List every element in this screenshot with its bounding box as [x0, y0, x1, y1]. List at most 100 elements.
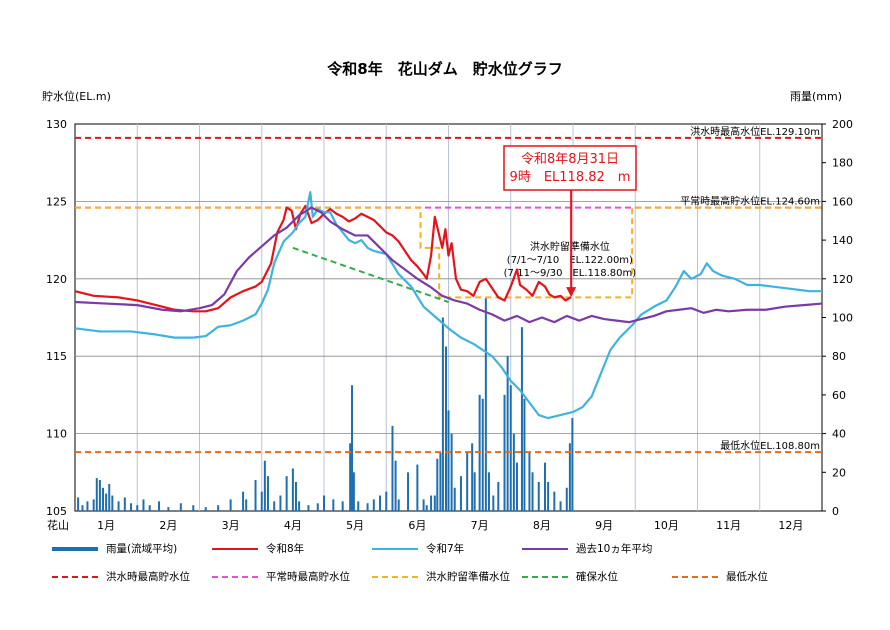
rain-bar: [425, 505, 428, 511]
rain-bar: [523, 398, 526, 511]
month-label: 9月: [595, 519, 613, 532]
rain-bar: [285, 476, 288, 511]
rain-bar: [323, 495, 325, 511]
rain-bar: [565, 487, 568, 511]
rain-bar: [229, 499, 232, 511]
right-tick-label: 0: [832, 505, 839, 518]
rain-bar: [445, 346, 448, 511]
series-line-r7: [74, 191, 822, 420]
legend-swatch: [52, 546, 98, 551]
legend-swatch: [522, 547, 568, 550]
rain-bar: [515, 462, 518, 511]
rain-bar: [385, 491, 388, 511]
annotation-text: 令和8年8月31日: [521, 152, 619, 167]
rain-bar: [123, 497, 126, 511]
right-tick-label: 140: [832, 234, 853, 247]
rain-bar: [98, 480, 101, 511]
rain-bar: [439, 452, 442, 511]
left-axis-title: 貯水位(EL.m): [42, 90, 111, 103]
rain-bar: [263, 460, 266, 511]
rain-bar: [192, 505, 195, 511]
legend-swatch: [212, 547, 258, 550]
right-tick-label: 160: [832, 195, 853, 208]
left-tick-label: 110: [46, 428, 67, 441]
legend-label: 確保水位: [576, 571, 618, 583]
rain-bar: [254, 480, 257, 511]
flood-prep-label: (7/11～9/30 EL.118.80m): [504, 268, 637, 279]
rain-bar: [291, 468, 294, 511]
rain-bar: [332, 499, 335, 511]
legend-label: 雨量(流域平均): [106, 543, 178, 555]
legend-label: 平常時最高貯水位: [266, 571, 350, 583]
rain-bar: [394, 460, 397, 511]
rain-bar: [102, 487, 105, 511]
month-label: 6月: [408, 519, 426, 532]
legend-label: 令和8年: [266, 543, 305, 555]
series-line-r8: [74, 204, 572, 313]
legend-swatch: [372, 547, 418, 550]
rain-bar: [520, 327, 523, 511]
right-tick-label: 100: [832, 312, 853, 325]
rain-bar: [391, 425, 394, 511]
rain-bar: [568, 443, 571, 511]
rain-bar: [471, 443, 474, 511]
rain-bar: [537, 481, 540, 511]
rain-bar: [366, 503, 369, 511]
rain-bar: [245, 499, 248, 511]
right-tick-label: 200: [832, 118, 853, 131]
rain-bar: [307, 505, 310, 511]
right-tick-label: 60: [832, 389, 846, 402]
rain-bar: [86, 501, 89, 511]
month-label: 5月: [346, 519, 364, 532]
legend-item: 洪水貯留準備水位: [372, 569, 510, 584]
month-label: 3月: [222, 519, 240, 532]
rain-bar: [481, 398, 484, 511]
legend-swatch: [672, 575, 718, 578]
rain-bar: [509, 385, 512, 511]
rain-bar: [136, 505, 139, 511]
month-label: 2月: [159, 519, 177, 532]
rain-bar: [142, 499, 145, 511]
rain-bar: [217, 505, 220, 511]
rain-bar: [148, 505, 151, 511]
rain-bar: [260, 491, 263, 511]
series-line-avg10: [74, 206, 823, 324]
rain-bar: [433, 495, 436, 511]
rain-bar: [503, 394, 506, 511]
rain-bar: [407, 472, 410, 511]
rain-bar: [95, 478, 98, 511]
legend-item: 確保水位: [522, 569, 618, 584]
rain-bar: [430, 495, 433, 511]
rain-bar: [349, 443, 352, 511]
legend-item: 最低水位: [672, 569, 768, 584]
month-label: 12月: [778, 519, 803, 532]
rain-bar: [158, 501, 161, 511]
month-label: 4月: [284, 519, 302, 532]
rain-bar: [473, 472, 476, 511]
left-tick-label: 120: [46, 273, 67, 286]
rain-bar: [571, 418, 574, 511]
secure-level-line: [292, 246, 449, 303]
rain-bar: [436, 458, 439, 511]
rain-bar: [543, 462, 546, 511]
rain-bar: [266, 476, 269, 511]
rain-bar: [506, 356, 509, 511]
legend-swatch: [522, 575, 568, 578]
rain-bar: [528, 452, 531, 511]
rain-bar: [130, 503, 133, 511]
annotation-text: 9時 EL118.82 m: [510, 170, 631, 185]
reference-line-label: 平常時最高貯水位EL.124.60m: [680, 195, 820, 208]
reference-line-label: 最低水位EL.108.80m: [720, 439, 820, 452]
rain-bar: [108, 483, 111, 511]
rain-bar: [316, 503, 319, 511]
flood-prep-label: (7/1～7/10 EL.122.00m): [507, 255, 633, 266]
rain-bar: [416, 464, 419, 511]
left-tick-label: 105: [46, 505, 67, 518]
left-tick-label: 130: [46, 118, 67, 131]
rain-bar: [298, 501, 301, 511]
rain-bar: [531, 472, 534, 511]
legend-swatch: [372, 575, 418, 578]
rain-bar: [77, 497, 80, 511]
rain-bar: [512, 433, 515, 511]
rain-bar: [351, 385, 354, 511]
